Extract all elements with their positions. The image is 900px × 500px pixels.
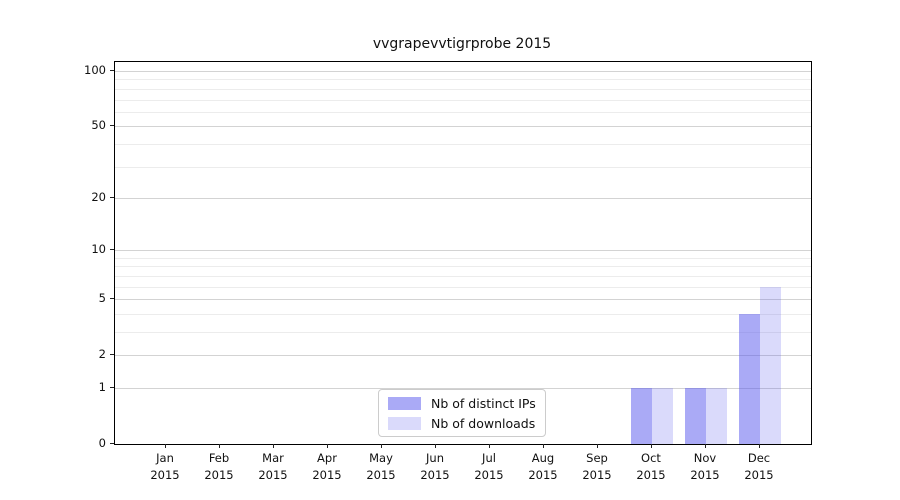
bar-nov-distinct-ips: [685, 387, 706, 444]
x-axis-year-label: 2015: [258, 468, 288, 482]
x-axis-tick: [543, 444, 544, 448]
x-axis-tick-label: Jan 2015: [125, 450, 205, 484]
minor-gridline: [115, 99, 811, 101]
x-axis-tick-label: Mar 2015: [233, 450, 313, 484]
y-axis-tick-label: 10: [91, 242, 106, 257]
x-axis-tick: [705, 444, 706, 448]
legend-label-distinct-ips: Nb of distinct IPs: [431, 395, 536, 411]
x-axis-tick: [651, 444, 652, 448]
legend-swatch-downloads: [388, 416, 421, 430]
x-axis-year-label: 2015: [366, 468, 396, 482]
major-gridline: [115, 299, 811, 301]
bar-dec-distinct-ips: [739, 313, 760, 444]
x-axis-tick-label: Oct 2015: [611, 450, 691, 484]
major-gridline: [115, 126, 811, 128]
x-axis-tick-label: Sep 2015: [557, 450, 637, 484]
chart-title: vvgrapevvtigrprobe 2015: [372, 36, 552, 52]
x-axis-year-label: 2015: [150, 468, 180, 482]
minor-gridline: [115, 143, 811, 145]
bar-dec-downloads: [760, 286, 781, 444]
y-axis-tick-label: 5: [98, 291, 106, 306]
x-axis-tick-label: Nov 2015: [665, 450, 745, 484]
x-axis-year-label: 2015: [744, 468, 774, 482]
x-axis-year-label: 2015: [528, 468, 558, 482]
minor-gridline: [115, 286, 811, 288]
x-axis-tick: [597, 444, 598, 448]
minor-gridline: [115, 88, 811, 90]
y-axis-tick: [110, 443, 114, 444]
y-axis-tick: [110, 387, 114, 388]
plot-area: [114, 61, 812, 445]
x-axis-tick-label: Feb 2015: [179, 450, 259, 484]
x-axis-year-label: 2015: [204, 468, 234, 482]
minor-gridline: [115, 313, 811, 315]
x-axis-tick: [219, 444, 220, 448]
minor-gridline: [115, 79, 811, 81]
y-axis-tick: [110, 197, 114, 198]
minor-gridline: [115, 331, 811, 333]
y-axis-tick: [110, 70, 114, 71]
x-axis-tick-label: Jul 2015: [449, 450, 529, 484]
bar-oct-downloads: [652, 387, 673, 444]
x-axis-tick-label: Jun 2015: [395, 450, 475, 484]
bar-nov-downloads: [706, 387, 727, 444]
y-axis-tick-label: 0: [98, 436, 106, 450]
x-axis-year-label: 2015: [690, 468, 720, 482]
x-axis-year-label: 2015: [312, 468, 342, 482]
bar-oct-distinct-ips: [631, 387, 652, 444]
major-gridline: [115, 387, 811, 389]
y-axis-tick: [110, 354, 114, 355]
y-axis-tick-label: 100: [84, 63, 106, 78]
y-axis-tick-label: 1: [98, 379, 106, 394]
y-axis-tick-label: 50: [91, 118, 106, 133]
x-axis-tick-label: Dec 2015: [719, 450, 799, 484]
major-gridline: [115, 355, 811, 357]
legend-entry-downloads: Nb of downloads: [388, 415, 545, 431]
legend-entry-distinct-ips: Nb of distinct IPs: [388, 395, 545, 411]
x-axis-year-label: 2015: [420, 468, 450, 482]
y-axis-tick: [110, 298, 114, 299]
x-axis-tick: [273, 444, 274, 448]
x-axis-year-label: 2015: [582, 468, 612, 482]
minor-gridline: [115, 111, 811, 113]
x-axis-year-label: 2015: [474, 468, 504, 482]
y-axis-tick-label: 20: [91, 189, 106, 204]
x-axis-tick-label: Aug 2015: [503, 450, 583, 484]
minor-gridline: [115, 266, 811, 268]
x-axis-tick: [381, 444, 382, 448]
x-axis-tick: [489, 444, 490, 448]
x-axis-tick: [435, 444, 436, 448]
y-axis-tick: [110, 249, 114, 250]
minor-gridline: [115, 166, 811, 168]
x-axis-tick-label: May 2015: [341, 450, 421, 484]
minor-gridline: [115, 275, 811, 277]
y-axis-tick-label: 2: [98, 347, 106, 362]
x-axis-year-label: 2015: [636, 468, 666, 482]
legend: Nb of distinct IPs Nb of downloads: [378, 389, 546, 437]
major-gridline: [115, 197, 811, 199]
x-axis-tick: [327, 444, 328, 448]
x-axis-tick-label: Apr 2015: [287, 450, 367, 484]
major-gridline: [115, 71, 811, 73]
legend-label-downloads: Nb of downloads: [431, 415, 536, 431]
minor-gridline: [115, 257, 811, 259]
x-axis-tick: [165, 444, 166, 448]
x-axis-tick: [759, 444, 760, 448]
legend-swatch-distinct-ips: [388, 396, 421, 410]
y-axis-tick: [110, 125, 114, 126]
major-gridline: [115, 250, 811, 252]
